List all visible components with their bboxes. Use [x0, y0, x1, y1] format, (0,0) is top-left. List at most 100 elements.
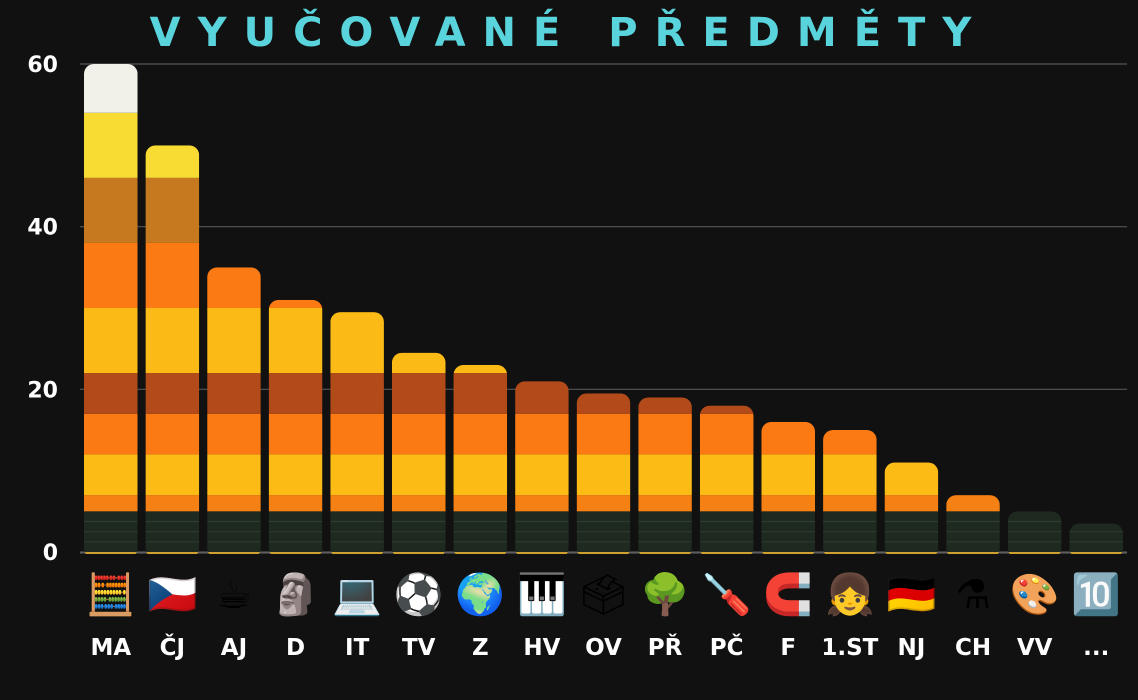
bar: [207, 267, 261, 554]
bar-segment: [638, 413, 692, 455]
bar-segment: [207, 373, 261, 414]
bar-base: [823, 552, 877, 554]
bar: [391, 352, 446, 554]
bar-base: [391, 552, 446, 554]
bar-segment: [84, 242, 138, 308]
bar-segment: [268, 373, 323, 414]
bar-segment: [84, 112, 138, 178]
chart-title: VYUČOVANÉ PŘEDMĚTY: [149, 10, 989, 56]
bar-segment: [699, 413, 754, 455]
bar: [576, 393, 631, 554]
bar-segment: [330, 495, 384, 512]
bar-segment: [823, 495, 877, 512]
bar-segment: [576, 393, 631, 414]
x-tick-label: OV: [585, 635, 622, 661]
bar-segment: [453, 454, 508, 496]
flask-icon: ⚗: [955, 572, 991, 618]
bar-segment: [638, 495, 692, 512]
bar-segment: [515, 454, 569, 496]
bar-segment: [453, 364, 508, 374]
bar: [638, 397, 692, 554]
x-tick-label: 1.ST: [821, 635, 878, 661]
bars: [84, 64, 1123, 554]
bar-segment: [946, 495, 1000, 512]
bar-base: [330, 552, 384, 554]
tea-cup-icon: ☕: [216, 572, 252, 618]
bar-segment: [699, 454, 754, 496]
bar-segment: [823, 454, 877, 496]
bar: [884, 462, 939, 554]
bar-base: [699, 552, 754, 554]
bar: [699, 405, 754, 554]
bar-segment: [268, 299, 323, 308]
palette-icon: 🎨: [1010, 570, 1060, 618]
bar-segment: [207, 308, 261, 374]
bar-segment: [145, 413, 200, 455]
bar-segment: [207, 454, 261, 496]
bar-segment: [576, 413, 631, 455]
x-axis: MA ČJ AJ D IT TV Z HV OV PŘ PČ F 1.ST NJ CH VV...: [90, 633, 1109, 661]
bar-segment: [84, 413, 138, 455]
x-tick-label: D: [286, 635, 305, 661]
schoolgirl-icon: 👧: [825, 571, 875, 618]
bar-segment: [391, 413, 446, 455]
bar-segment: [638, 454, 692, 496]
bar-base: [453, 552, 508, 554]
bar-base: [268, 552, 323, 554]
x-tick-label: ČJ: [160, 633, 185, 661]
bar: [1007, 511, 1062, 554]
x-tick-label: HV: [523, 635, 560, 661]
bar-base: [576, 552, 631, 554]
bar-segment: [391, 454, 446, 496]
bar: [1069, 523, 1123, 554]
bar-base: [84, 552, 138, 554]
bar: [453, 364, 508, 554]
german-flag-icon: 🇩🇪: [887, 572, 937, 618]
y-tick-label: 40: [27, 216, 58, 241]
keycap-ten-plus-icon: 🔟: [1071, 571, 1121, 618]
x-tick-label: IT: [345, 635, 370, 661]
x-tick-label: CH: [955, 635, 991, 661]
bar-segment: [1069, 523, 1123, 552]
bar-segment: [515, 495, 569, 512]
bar-base: [1069, 552, 1123, 554]
bar-segment: [84, 308, 138, 374]
bar: [946, 495, 1000, 554]
x-tick-label: ...: [1083, 635, 1109, 661]
tree-icon: 🌳: [640, 570, 690, 618]
y-tick-label: 20: [27, 378, 58, 403]
bar-segment: [761, 421, 816, 455]
bar-segment: [576, 454, 631, 496]
magnet-icon: 🧲: [763, 571, 813, 618]
bar-segment: [391, 373, 446, 414]
bust-statue-icon: 🗿: [271, 571, 321, 618]
bar-base: [515, 552, 569, 554]
bar-segment: [84, 454, 138, 496]
bar: [145, 145, 200, 554]
bar-segment: [453, 495, 508, 512]
bar-segment: [453, 413, 508, 455]
bar: [823, 430, 877, 554]
x-tick-label: VV: [1017, 635, 1053, 661]
bar-segment: [268, 413, 323, 455]
bar-segment: [145, 454, 200, 496]
bar-segment: [330, 373, 384, 414]
bar-segment: [823, 430, 877, 455]
bar-segment: [84, 64, 138, 113]
bar-base: [207, 552, 261, 554]
bar-segment: [207, 413, 261, 455]
sports-balls-icon: ⚽: [392, 571, 444, 618]
x-tick-label: F: [780, 635, 796, 661]
bar-segment: [207, 495, 261, 512]
bar-segment: [515, 413, 569, 455]
category-icons: 🧮 🇨🇿 ☕ 🗿 💻 ⚽ 🌍 🎹 🗳 🌳 🪛 🧲 👧 🇩🇪 ⚗ 🎨 🔟: [86, 570, 1121, 618]
bar-segment: [145, 145, 200, 178]
x-tick-label: PŘ: [648, 633, 683, 661]
bar-segment: [391, 352, 446, 374]
bar-segment: [84, 373, 138, 414]
piano-icon: 🎹: [517, 571, 567, 618]
x-tick-label: TV: [402, 635, 436, 661]
bar-base: [761, 552, 816, 554]
bar-segment: [268, 495, 323, 512]
